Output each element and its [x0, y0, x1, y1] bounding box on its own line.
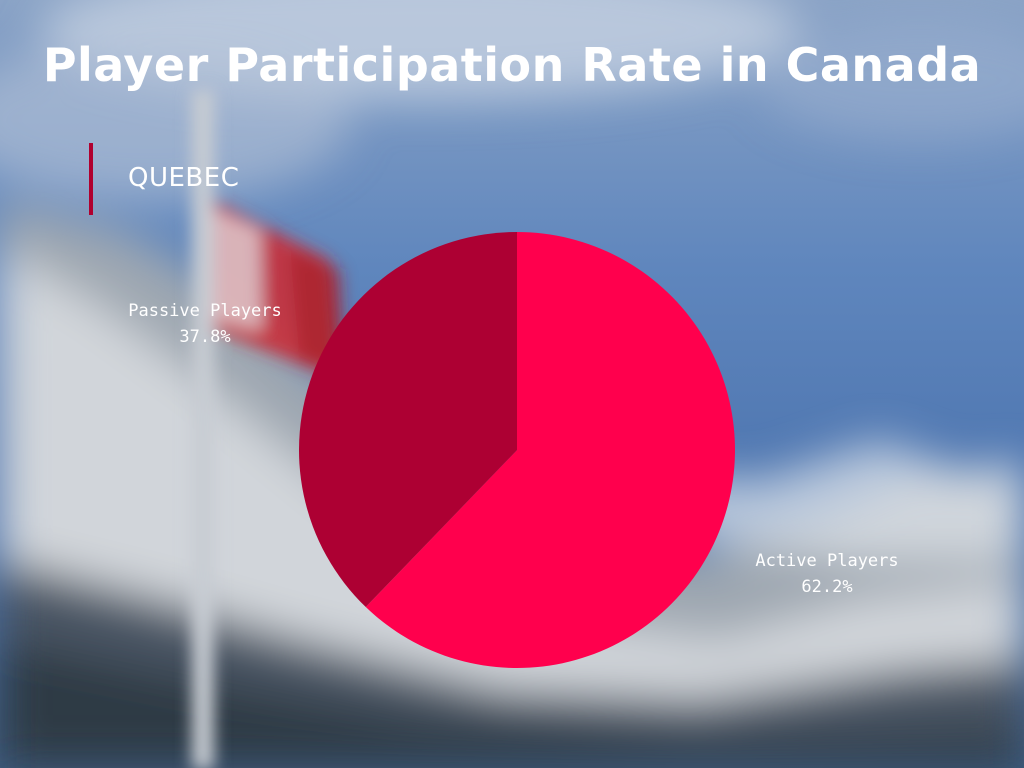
slice-label-name: Active Players [755, 551, 899, 571]
slice-label-value: 62.2% [801, 577, 853, 597]
slice-label-name: Passive Players [128, 301, 282, 321]
chart-title: Player Participation Rate in Canada [42, 38, 982, 92]
chart-subtitle: QUEBEC [128, 163, 240, 193]
slice-label-value: 37.8% [179, 327, 231, 347]
pie-slice-passive-players [298, 231, 517, 608]
slice-label-passive-players: Passive Players 37.8% [100, 298, 310, 350]
pie-slice-active-players [365, 232, 735, 668]
subtitle-accent-bar [89, 143, 93, 215]
slice-label-active-players: Active Players 62.2% [722, 548, 932, 600]
